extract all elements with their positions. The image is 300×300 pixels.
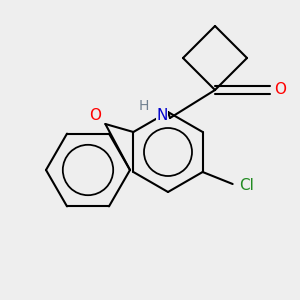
Text: O: O <box>89 109 101 124</box>
Text: O: O <box>274 82 286 98</box>
Text: N: N <box>156 109 168 124</box>
Text: H: H <box>139 99 149 113</box>
Text: Cl: Cl <box>239 178 254 194</box>
